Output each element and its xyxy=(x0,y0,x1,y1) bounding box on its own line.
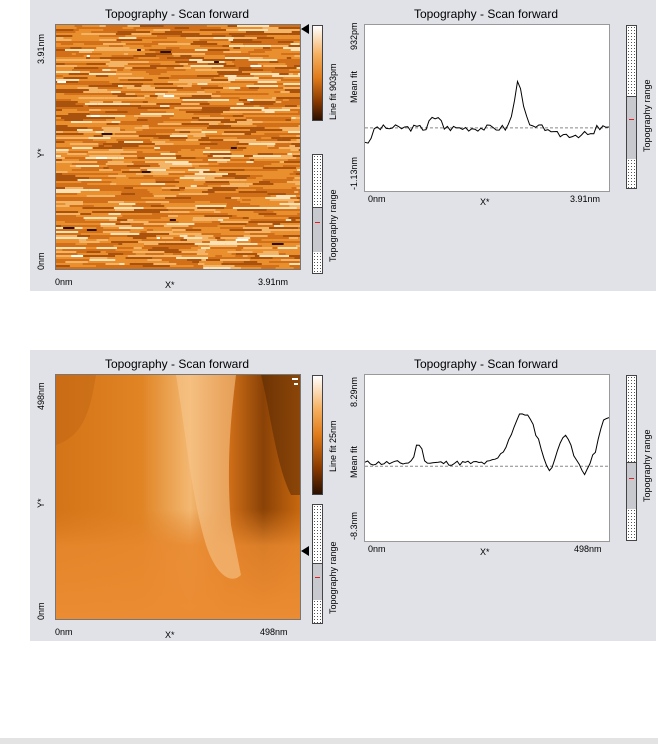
y-axis-name: Y* xyxy=(36,148,46,158)
profile-y-min-label: -1.13nm xyxy=(349,156,359,190)
range-marker xyxy=(629,478,634,479)
profile-title: Topography - Scan forward xyxy=(413,7,559,21)
color-scale-bar xyxy=(312,25,323,121)
colorbar-label: Line fit 903pm xyxy=(328,63,338,120)
profile-x-name: X* xyxy=(480,547,490,557)
x-axis-max-label: 3.91nm xyxy=(258,277,289,287)
profile-y-name: Mean fit xyxy=(349,70,359,103)
profile-x-min-label: 0nm xyxy=(368,544,386,554)
scan-panel-1: Topography - Scan forward 3.91nm Y* 0nm … xyxy=(30,0,656,291)
color-scale-bar xyxy=(312,375,323,495)
y-axis-max-label: 3.91nm xyxy=(36,33,46,64)
profile-chart xyxy=(364,413,610,476)
topography-range-slider[interactable] xyxy=(312,504,323,624)
y-axis-min-label: 0nm xyxy=(36,252,46,270)
x-axis-name: X* xyxy=(165,630,175,640)
profile-title: Topography - Scan forward xyxy=(413,357,559,371)
topography-range-slider[interactable] xyxy=(312,154,323,274)
scan-panel-2: Topography - Scan forward 498nm Y* 0nm 0… xyxy=(30,350,656,641)
x-axis-min-label: 0nm xyxy=(55,277,73,287)
range-label: Topography range xyxy=(328,189,338,262)
profile-range-slider[interactable] xyxy=(626,375,637,541)
afm-scan-image xyxy=(56,25,300,269)
image-title: Topography - Scan forward xyxy=(104,357,250,371)
line-pointer-icon[interactable] xyxy=(301,24,309,34)
status-bar xyxy=(0,738,658,744)
x-axis-min-label: 0nm xyxy=(55,627,73,637)
profile-y-min-label: -8.3nm xyxy=(349,511,359,540)
profile-x-min-label: 0nm xyxy=(368,194,386,204)
profile-x-name: X* xyxy=(480,197,490,207)
line-profile-plot[interactable] xyxy=(364,374,610,542)
range-label: Topography range xyxy=(328,541,338,614)
image-title: Topography - Scan forward xyxy=(104,7,250,21)
range-marker xyxy=(629,119,634,120)
range-marker xyxy=(315,222,320,223)
profile-x-max-label: 3.91nm xyxy=(570,194,601,204)
topography-image[interactable] xyxy=(55,24,301,270)
afm-scan-image xyxy=(56,375,300,619)
line-pointer-icon[interactable] xyxy=(301,546,309,556)
x-axis-max-label: 498nm xyxy=(260,627,288,637)
colorbar-label: Line fit 25nm xyxy=(328,420,338,472)
profile-x-max-label: 498nm xyxy=(574,544,602,554)
x-axis-name: X* xyxy=(165,280,175,290)
profile-y-name: Mean fit xyxy=(349,445,359,478)
profile-y-max-label: 932pm xyxy=(349,22,359,50)
topography-image[interactable] xyxy=(55,374,301,620)
profile-range-slider[interactable] xyxy=(626,25,637,189)
y-axis-name: Y* xyxy=(36,498,46,508)
profile-range-label: Topography range xyxy=(642,429,652,502)
y-axis-max-label: 498nm xyxy=(36,382,46,410)
y-axis-min-label: 0nm xyxy=(36,602,46,620)
line-profile-plot[interactable] xyxy=(364,24,610,192)
range-marker xyxy=(315,577,320,578)
profile-range-label: Topography range xyxy=(642,79,652,152)
profile-chart xyxy=(364,79,610,144)
profile-y-max-label: 8.29nm xyxy=(349,376,359,407)
